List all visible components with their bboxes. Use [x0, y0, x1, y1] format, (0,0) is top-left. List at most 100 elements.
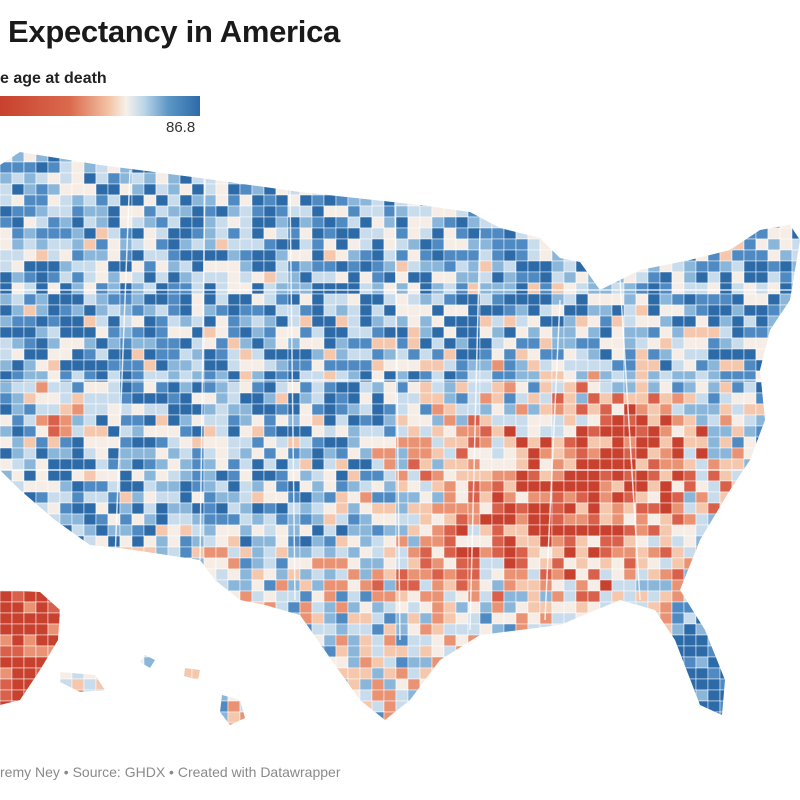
county-cell [372, 734, 384, 740]
county-cell [227, 293, 241, 306]
county-cell [419, 546, 433, 559]
county-cell [467, 359, 481, 372]
county-cell [503, 348, 517, 361]
county-cell [287, 152, 301, 163]
county-cell [35, 183, 49, 196]
county-cell [407, 678, 421, 691]
county-cell [479, 601, 493, 614]
county-cell [263, 359, 277, 372]
county-cell [671, 282, 685, 295]
county-cell [72, 734, 84, 740]
county-cell [359, 722, 373, 725]
county-cell [443, 590, 457, 603]
county-cell [215, 524, 229, 537]
county-cell [683, 667, 697, 680]
county-cell [731, 513, 745, 526]
county-cell [0, 480, 13, 493]
county-cell [215, 502, 229, 515]
county-cell [167, 436, 181, 449]
county-cell [707, 612, 721, 625]
county-cell [107, 161, 121, 174]
county-cell [683, 612, 697, 625]
county-cell [683, 700, 697, 713]
county-cell [611, 678, 625, 691]
county-cell [671, 304, 685, 317]
county-cell [179, 315, 193, 328]
county-cell [587, 458, 601, 471]
county-cell [575, 557, 589, 570]
county-cell [155, 392, 169, 405]
county-cell [191, 678, 205, 691]
county-cell [791, 161, 800, 174]
county-cell [324, 140, 336, 151]
county-cell [323, 238, 337, 251]
county-cell [59, 590, 73, 603]
county-cell [779, 260, 793, 273]
county-cell [59, 612, 73, 625]
county-cell [143, 304, 157, 317]
county-cell [119, 557, 133, 570]
county-cell [83, 161, 97, 174]
county-cell [587, 392, 601, 405]
county-cell [755, 667, 769, 680]
county-cell [551, 152, 565, 163]
county-cell [155, 326, 169, 339]
county-cell [299, 348, 313, 361]
county-cell [647, 315, 661, 328]
county-cell [347, 304, 361, 317]
county-cell [695, 348, 709, 361]
county-cell [443, 623, 457, 636]
county-cell [671, 152, 685, 163]
county-cell [11, 161, 25, 174]
county-cell [419, 623, 433, 636]
county-cell [47, 678, 61, 691]
county-cell [719, 513, 733, 526]
county-cell [215, 689, 229, 702]
county-cell [431, 568, 445, 581]
county-cell [647, 161, 661, 174]
county-cell [539, 227, 553, 240]
county-cell [731, 205, 745, 218]
county-cell [179, 524, 193, 537]
state-border-line [199, 177, 206, 561]
county-cell [635, 469, 649, 482]
county-cell [35, 205, 49, 218]
county-cell [71, 326, 85, 339]
county-cell [179, 403, 193, 416]
county-cell [587, 260, 601, 273]
county-cell [503, 447, 517, 460]
county-cell [503, 546, 517, 559]
county-cell [419, 348, 433, 361]
county-cell [48, 734, 60, 740]
county-cell [719, 414, 733, 427]
county-cell [335, 359, 349, 372]
county-cell [575, 183, 589, 196]
county-cell [575, 689, 589, 702]
county-cell [107, 590, 121, 603]
county-cell [659, 601, 673, 614]
county-cell [731, 216, 745, 229]
county-cell [551, 535, 565, 548]
county-cell [275, 282, 289, 295]
county-cell [191, 579, 205, 592]
county-cell [791, 260, 800, 273]
county-cell [503, 238, 517, 251]
county-cell [155, 590, 169, 603]
county-cell [0, 458, 13, 471]
county-cell [767, 392, 781, 405]
county-cell [791, 282, 800, 295]
county-cell [83, 326, 97, 339]
county-cell [371, 172, 385, 185]
county-cell [11, 678, 25, 691]
county-cell [131, 667, 145, 680]
county-cell [215, 194, 229, 207]
county-cell [407, 152, 421, 163]
county-cell [515, 348, 529, 361]
county-cell [11, 700, 25, 713]
county-cell [767, 656, 781, 669]
county-cell [719, 502, 733, 515]
county-cell [491, 700, 505, 713]
county-cell [167, 480, 181, 493]
county-cell [335, 458, 349, 471]
county-cell [563, 205, 577, 218]
